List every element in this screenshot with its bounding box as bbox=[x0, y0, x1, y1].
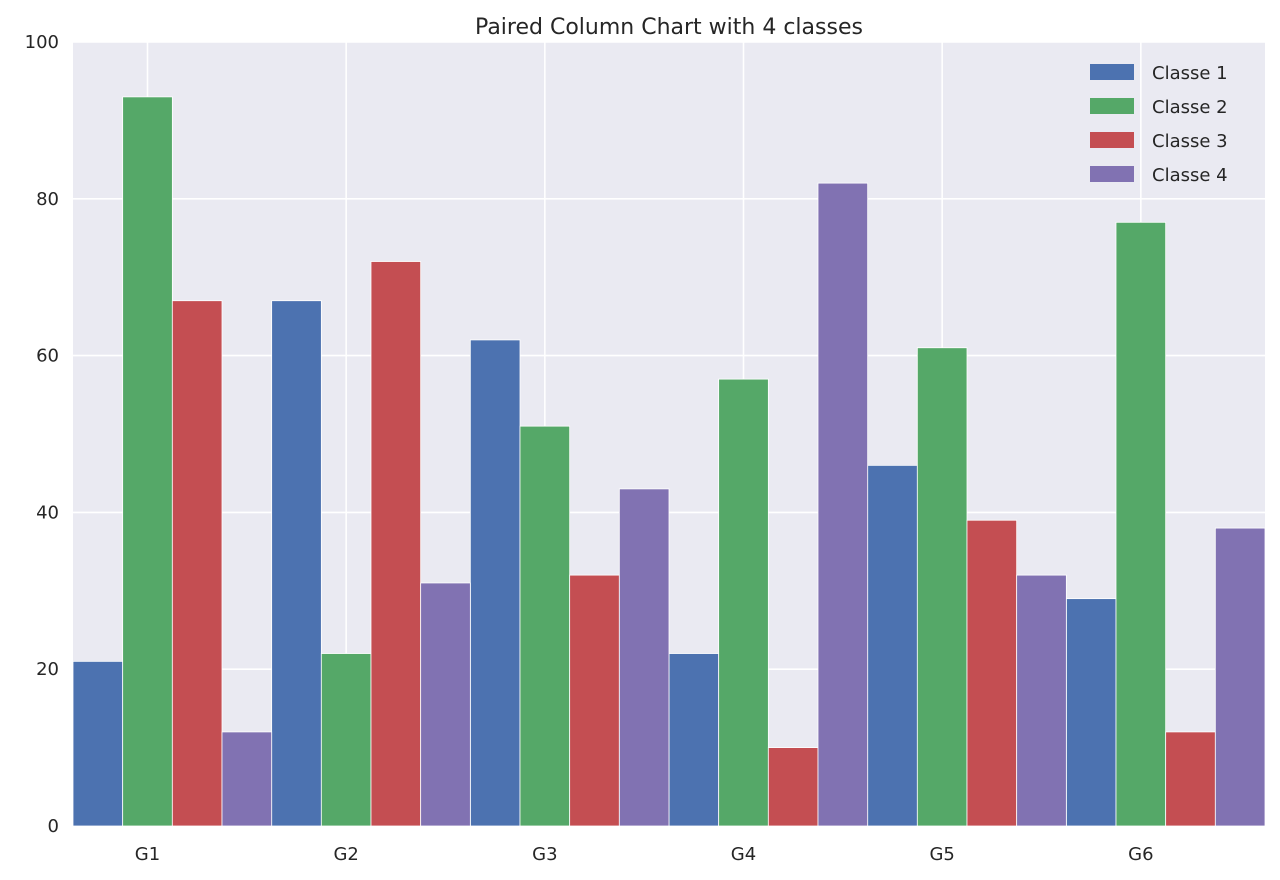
y-tick-label: 0 bbox=[48, 816, 59, 837]
bar-g6-series-1 bbox=[1065, 598, 1117, 827]
bar-g4-series-2 bbox=[718, 378, 769, 827]
bar-g1-series-4 bbox=[221, 731, 273, 827]
legend-label-4: Classe 4 bbox=[1152, 165, 1228, 186]
bar-g1-series-1 bbox=[72, 660, 124, 827]
bar-g2-series-1 bbox=[271, 300, 322, 827]
legend: Classe 1 Classe 2 Classe 3 Classe 4 bbox=[1090, 63, 1228, 186]
bar-g3-series-1 bbox=[469, 339, 521, 827]
y-tick-label: 100 bbox=[25, 32, 59, 53]
legend-label-1: Classe 1 bbox=[1152, 63, 1228, 84]
legend-swatch-1 bbox=[1090, 64, 1134, 80]
x-tick-label: G5 bbox=[929, 844, 954, 865]
bar-g2-series-3 bbox=[370, 261, 422, 827]
bar-g6-series-4 bbox=[1214, 527, 1266, 827]
bar-g4-series-3 bbox=[767, 747, 819, 827]
bar-g2-series-4 bbox=[420, 582, 471, 827]
bar-g4-series-1 bbox=[668, 653, 720, 827]
x-tick-label: G2 bbox=[333, 844, 358, 865]
bar-g4-series-4 bbox=[817, 182, 869, 827]
x-tick-label: G1 bbox=[135, 844, 160, 865]
bar-g5-series-2 bbox=[916, 347, 968, 827]
x-tick-label: G6 bbox=[1128, 844, 1153, 865]
bar-g3-series-4 bbox=[618, 488, 670, 827]
x-tick-label: G4 bbox=[731, 844, 756, 865]
bar-g1-series-2 bbox=[122, 96, 173, 827]
bar-g5-series-1 bbox=[867, 464, 918, 827]
bar-g3-series-3 bbox=[569, 574, 620, 827]
legend-label-3: Classe 3 bbox=[1152, 131, 1228, 152]
bar-g5-series-4 bbox=[1016, 574, 1067, 827]
bar-g6-series-3 bbox=[1165, 731, 1216, 827]
y-tick-label: 80 bbox=[36, 189, 59, 210]
y-tick-label: 60 bbox=[36, 346, 59, 367]
bar-g2-series-2 bbox=[320, 653, 372, 827]
bar-g3-series-2 bbox=[519, 425, 571, 827]
x-tick-label: G3 bbox=[532, 844, 557, 865]
bar-g5-series-3 bbox=[966, 519, 1018, 827]
x-axis-ticks: G1 G2 G3 G4 G5 G6 bbox=[135, 844, 1154, 865]
y-axis-ticks: 0 20 40 60 80 100 bbox=[25, 32, 59, 837]
legend-swatch-2 bbox=[1090, 98, 1134, 114]
y-tick-label: 40 bbox=[36, 502, 59, 523]
y-tick-label: 20 bbox=[36, 659, 59, 680]
legend-swatch-4 bbox=[1090, 166, 1134, 182]
legend-label-2: Classe 2 bbox=[1152, 97, 1228, 118]
legend-swatch-3 bbox=[1090, 132, 1134, 148]
bar-g1-series-3 bbox=[171, 300, 223, 827]
bars bbox=[72, 96, 1266, 827]
bar-g6-series-2 bbox=[1115, 221, 1167, 827]
chart-title: Paired Column Chart with 4 classes bbox=[475, 15, 863, 40]
